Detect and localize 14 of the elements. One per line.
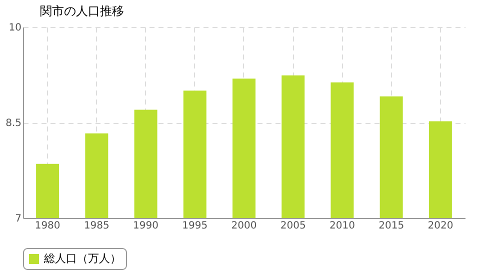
y-tick-label: 10 bbox=[8, 22, 22, 34]
x-tick-label: 1985 bbox=[84, 220, 110, 232]
x-tick-label: 1990 bbox=[133, 220, 159, 232]
chart-title: 関市の人口推移 bbox=[40, 4, 124, 18]
y-tick-label: 8.5 bbox=[6, 118, 22, 129]
x-tick-label: 1980 bbox=[34, 220, 60, 232]
y-tick-label: 7 bbox=[15, 214, 22, 224]
x-tick-label: 2005 bbox=[280, 220, 306, 232]
x-tick-label: 1995 bbox=[182, 220, 208, 232]
x-tick-label: 2000 bbox=[231, 220, 257, 232]
x-tick-label: 2010 bbox=[329, 220, 355, 232]
x-tick-label: 2015 bbox=[378, 220, 404, 232]
x-tick-label: 2020 bbox=[428, 220, 454, 232]
legend-label: 総人口（万人） bbox=[43, 252, 121, 265]
